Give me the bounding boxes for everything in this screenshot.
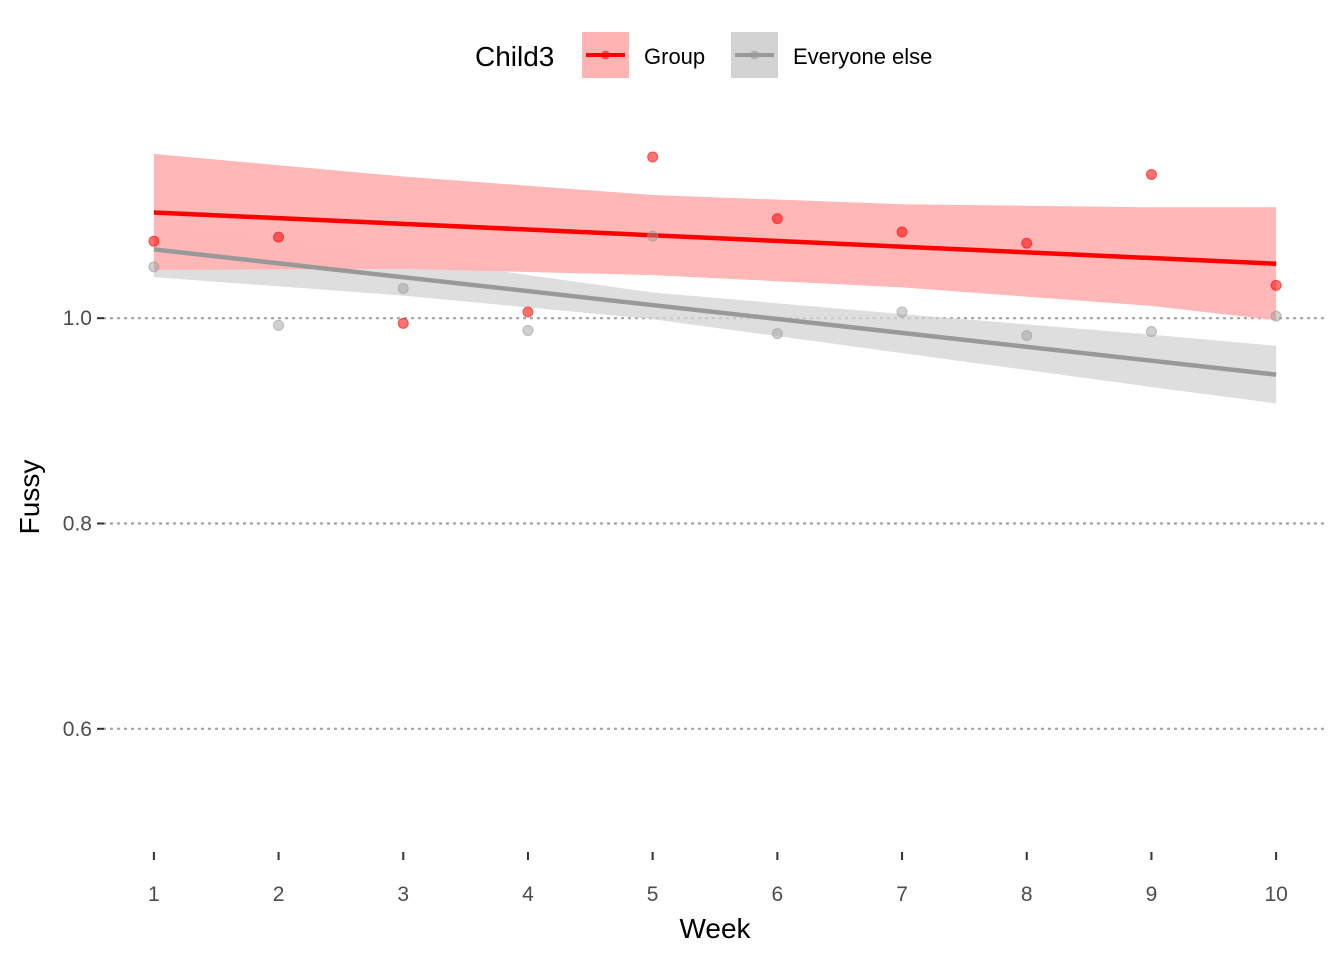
x-tick-label: 4: [522, 883, 534, 906]
confidence-bands: [153, 153, 1277, 404]
y-axis: 0.6 0.8 1.0: [63, 307, 104, 741]
data-points: [148, 151, 1282, 342]
x-tick-label: 10: [1264, 883, 1287, 906]
legend-label-everyone-else: Everyone else: [793, 44, 932, 69]
point-everyone-else: [397, 282, 409, 294]
x-axis-title: Week: [679, 913, 751, 944]
legend-point-group: [601, 50, 610, 60]
x-axis: 1 2 3 4 5 6 7 8 9 10: [148, 852, 1288, 906]
point-everyone-else: [771, 328, 783, 340]
legend: Child3 Group Everyone else: [475, 32, 932, 78]
legend-label-group: Group: [644, 44, 705, 69]
y-tick-label: 0.8: [63, 512, 92, 535]
point-everyone-else: [1145, 326, 1157, 338]
point-group: [647, 151, 659, 163]
y-tick-label: 1.0: [63, 307, 92, 330]
point-group: [771, 213, 783, 225]
point-everyone-else: [148, 261, 160, 273]
y-tick-label: 0.6: [63, 718, 92, 741]
fit-line-everyone-else: [153, 247, 1277, 377]
point-group: [1145, 168, 1157, 180]
point-group: [896, 226, 908, 238]
point-group: [1021, 237, 1033, 249]
point-everyone-else: [896, 306, 908, 318]
point-group: [1270, 279, 1282, 291]
legend-item-everyone-else: Everyone else: [731, 32, 932, 78]
legend-point-everyone-else: [750, 50, 759, 60]
point-everyone-else: [522, 325, 534, 337]
legend-item-group: Group: [582, 32, 705, 78]
point-everyone-else: [1270, 310, 1282, 322]
point-everyone-else: [1021, 330, 1033, 342]
point-everyone-else: [647, 230, 659, 242]
point-group: [397, 317, 409, 329]
x-tick-label: 7: [896, 883, 908, 906]
x-tick-label: 8: [1021, 883, 1033, 906]
x-tick-label: 1: [148, 883, 160, 906]
x-tick-label: 5: [647, 883, 659, 906]
x-tick-label: 9: [1146, 883, 1158, 906]
point-everyone-else: [273, 319, 285, 331]
x-tick-label: 2: [273, 883, 285, 906]
x-tick-label: 3: [397, 883, 409, 906]
x-tick-label: 6: [772, 883, 784, 906]
point-group: [148, 235, 160, 247]
point-group: [273, 231, 285, 243]
fit-lines: [153, 210, 1277, 377]
y-axis-title: Fussy: [14, 460, 45, 535]
fit-line-group: [153, 210, 1277, 267]
legend-title: Child3: [475, 41, 554, 72]
point-group: [522, 306, 534, 318]
